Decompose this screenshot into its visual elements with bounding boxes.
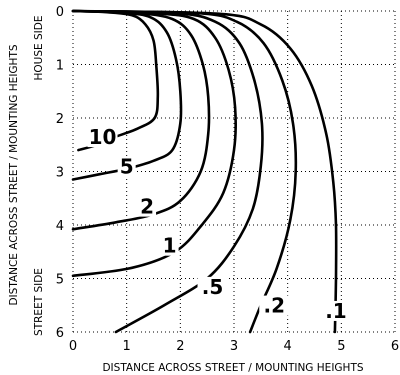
y-tick-label: 3 bbox=[56, 166, 64, 181]
contour-line-p2 bbox=[71, 9, 298, 334]
contour-label: .5 bbox=[202, 275, 224, 299]
contour-line-p1 bbox=[71, 9, 338, 334]
contour-label-bg bbox=[320, 300, 351, 321]
x-tick-labels: 0 1 2 3 4 5 6 bbox=[69, 339, 399, 354]
contour-label: .2 bbox=[263, 294, 285, 318]
x-tick-label: 0 bbox=[69, 339, 77, 354]
contour-label: 10 bbox=[89, 125, 117, 149]
x-tick-label: 1 bbox=[123, 339, 131, 354]
y-axis-title: DISTANCE ACROSS STREET / MOUNTING HEIGHT… bbox=[8, 44, 20, 305]
contour-label-bg bbox=[160, 235, 179, 256]
x-tick-label: 2 bbox=[176, 339, 184, 354]
x-tick-label: 6 bbox=[391, 339, 399, 354]
y-tick-label: 5 bbox=[56, 273, 64, 288]
contour-label-bg bbox=[117, 156, 136, 177]
y-tick-label: 1 bbox=[56, 59, 64, 74]
x-tick-label: 5 bbox=[337, 339, 345, 354]
contour-label-bg bbox=[197, 276, 228, 297]
y-tick-label: 0 bbox=[56, 5, 64, 20]
y-side-label-top: HOUSE SIDE bbox=[33, 16, 45, 81]
contour-label: 5 bbox=[120, 155, 134, 179]
contour-label-bg bbox=[138, 196, 157, 217]
contour-label: .1 bbox=[325, 299, 347, 323]
x-tick-label: 3 bbox=[230, 339, 238, 354]
contour-label-bg bbox=[87, 127, 118, 148]
y-tick-label: 2 bbox=[56, 112, 64, 127]
contour-label: 1 bbox=[163, 234, 177, 258]
contour-label-bg bbox=[259, 295, 290, 316]
y-tick-labels: 0 1 2 3 4 5 6 bbox=[56, 5, 64, 341]
y-tick-label: 4 bbox=[56, 219, 64, 234]
y-tick-label: 6 bbox=[56, 326, 64, 341]
contour-label: 2 bbox=[140, 195, 154, 219]
x-axis-title: DISTANCE ACROSS STREET / MOUNTING HEIGHT… bbox=[102, 362, 363, 374]
x-tick-label: 4 bbox=[284, 339, 292, 354]
y-side-label-bottom: STREET SIDE bbox=[33, 268, 45, 336]
